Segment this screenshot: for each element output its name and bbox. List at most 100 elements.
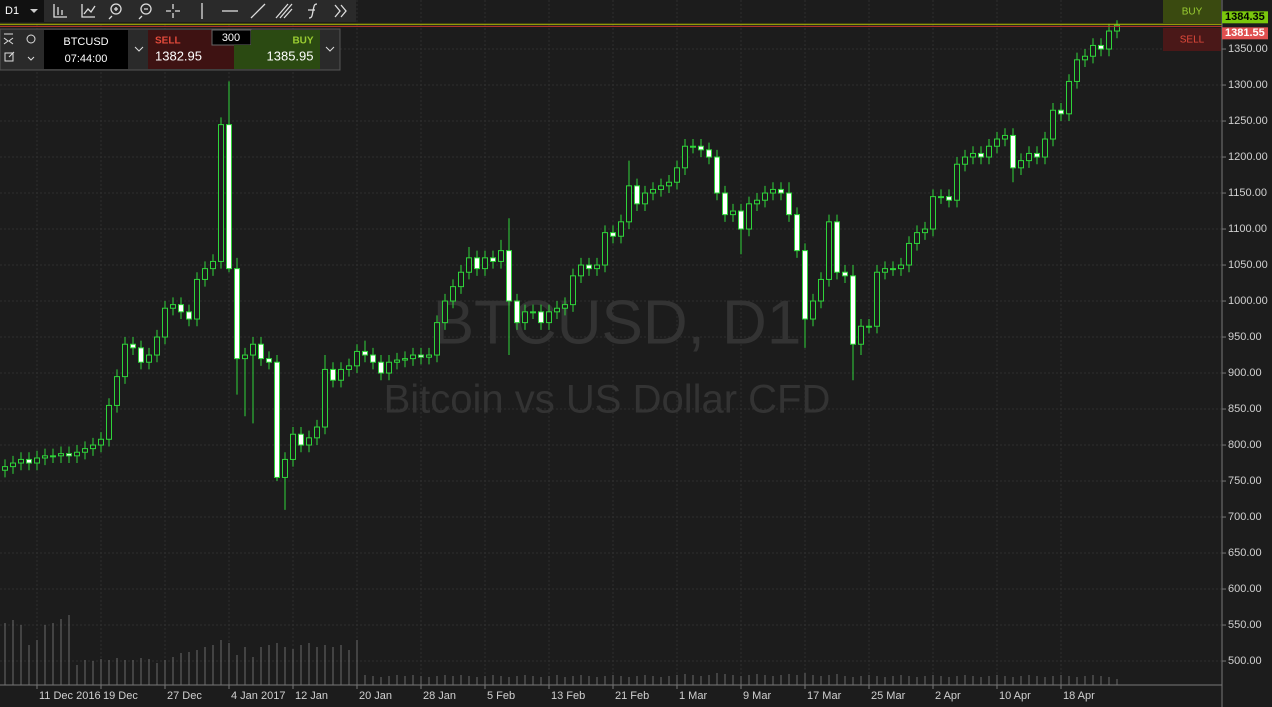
candle-body — [794, 214, 800, 252]
symbol-box[interactable] — [44, 30, 128, 69]
candle-body — [266, 358, 272, 363]
icon-more[interactable] — [334, 4, 347, 18]
icon-line[interactable] — [81, 4, 96, 18]
candle-body — [1066, 80, 1072, 115]
candle-body — [970, 152, 976, 158]
candle-body — [738, 210, 744, 230]
candle-body — [562, 304, 568, 309]
candle-body — [186, 311, 192, 320]
candle-body — [762, 192, 768, 201]
candle-body — [1058, 109, 1064, 115]
candle-body — [170, 304, 176, 309]
candle-body — [826, 221, 832, 280]
x-tick-label: 1 Mar — [679, 690, 707, 702]
candle-body — [906, 242, 912, 266]
y-tick-label: 600.00 — [1228, 583, 1262, 595]
candle-body — [330, 368, 336, 381]
x-tick-label: 9 Mar — [743, 690, 771, 702]
candle-body — [306, 437, 312, 446]
icon-zoom-out[interactable] — [140, 3, 152, 15]
candle-body — [634, 185, 640, 205]
icon-channel[interactable] — [275, 3, 293, 19]
icon-crosshair[interactable] — [166, 4, 180, 18]
x-tick-label: 17 Mar — [807, 690, 842, 702]
candle-body — [90, 444, 96, 450]
price-label: 1384.35 — [1225, 11, 1265, 23]
candle-body — [946, 196, 952, 201]
candle-body — [106, 404, 112, 440]
x-tick-label: 21 Feb — [615, 690, 649, 702]
candle-body — [34, 457, 40, 464]
icon-popout[interactable] — [4, 51, 15, 62]
candle-body — [162, 307, 168, 338]
buy-dropdown[interactable] — [325, 46, 335, 52]
icon-zoom-in[interactable] — [110, 3, 122, 15]
candle-body — [690, 145, 696, 148]
candle-body — [346, 365, 352, 370]
y-tick-label: 950.00 — [1228, 331, 1262, 343]
candle-body — [250, 343, 256, 356]
candle-body — [458, 271, 464, 288]
candle-body — [434, 322, 440, 356]
candle-body — [1042, 138, 1048, 158]
candle-body — [570, 275, 576, 306]
candle-body — [1002, 134, 1008, 140]
x-tick-label: 12 Jan — [295, 690, 328, 702]
toolbar: D1 — [0, 0, 356, 22]
candle-body — [290, 433, 296, 460]
timeframe: D1 — [5, 5, 19, 17]
buy-button[interactable] — [251, 30, 320, 45]
icon-function[interactable] — [308, 3, 318, 19]
candle-body — [490, 257, 496, 262]
y-tick-label: 850.00 — [1228, 403, 1262, 415]
timeframe-select[interactable] — [0, 0, 44, 22]
icon-collapse[interactable] — [3, 33, 14, 45]
candle-body — [202, 268, 208, 280]
candle-body — [58, 453, 64, 457]
candle-body — [674, 167, 680, 183]
candle-body — [370, 354, 376, 363]
symbol-dropdown[interactable] — [134, 46, 144, 52]
candle-body — [514, 300, 520, 324]
right-buy-button[interactable] — [1163, 0, 1221, 23]
candle-body — [1050, 109, 1056, 140]
candle-body — [1074, 59, 1080, 82]
candle-body — [138, 347, 144, 363]
x-tick-label: 18 Apr — [1063, 690, 1095, 702]
candle-body — [706, 149, 712, 158]
candle-body — [578, 264, 584, 277]
icon-bars[interactable] — [53, 4, 67, 18]
x-tick-label: 11 Dec 2016 — [39, 690, 101, 702]
icon-expand[interactable] — [27, 56, 35, 61]
candle-body — [994, 138, 1000, 147]
candle-body — [178, 304, 184, 313]
right-buy-label: BUY — [1182, 7, 1203, 18]
x-tick-label: 4 Jan 2017 — [231, 690, 285, 702]
candle-body — [410, 354, 416, 360]
right-sell-button[interactable] — [1163, 28, 1221, 51]
candle-body — [802, 250, 808, 320]
candle-body — [594, 264, 600, 270]
candle-body — [402, 358, 408, 361]
candle-body — [682, 145, 688, 169]
candle-body — [18, 458, 24, 464]
candle-body — [130, 343, 136, 349]
candle-body — [506, 250, 512, 302]
y-tick-label: 1350.00 — [1228, 43, 1268, 55]
candle-body — [714, 156, 720, 194]
candle-body — [154, 336, 160, 356]
candle-body — [1106, 30, 1112, 50]
x-tick-label: 13 Feb — [551, 690, 585, 702]
y-tick-label: 1200.00 — [1228, 151, 1268, 163]
candle-body — [914, 232, 920, 244]
candle-body — [858, 325, 864, 345]
watermark-subtitle: Bitcoin vs US Dollar CFD — [384, 378, 831, 422]
icon-trend[interactable] — [250, 3, 266, 19]
icon-search[interactable] — [26, 34, 36, 44]
candle-body — [938, 196, 944, 199]
candle-body — [26, 458, 32, 464]
candle-body — [650, 188, 656, 194]
candle-body — [82, 448, 88, 453]
buy-button-lower[interactable] — [234, 45, 320, 69]
watermark-title: BTCUSD, D1 — [433, 288, 802, 357]
